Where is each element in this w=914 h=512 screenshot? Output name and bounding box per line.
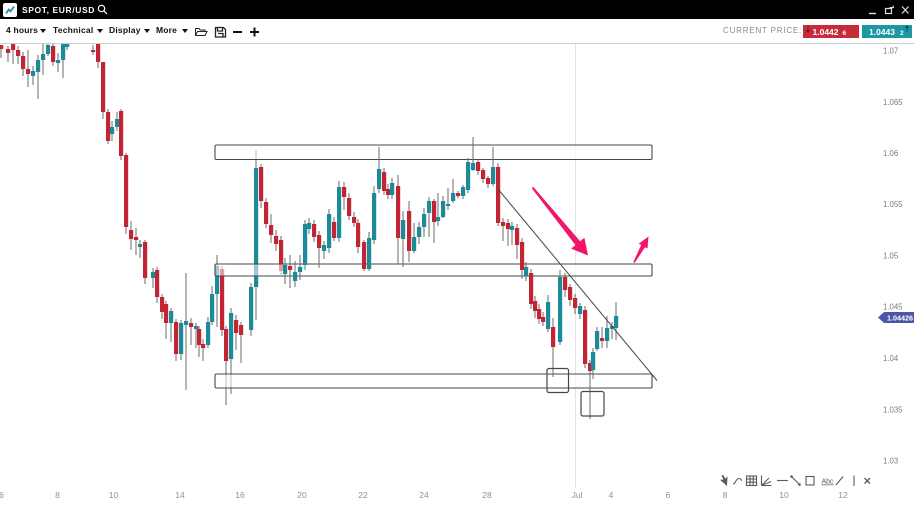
svg-text:4: 4 <box>609 490 614 500</box>
svg-text:12: 12 <box>838 490 848 500</box>
svg-text:Jul: Jul <box>572 490 583 500</box>
svg-text:1.04426: 1.04426 <box>887 314 913 323</box>
svg-text:14: 14 <box>175 490 185 500</box>
svg-text:1.045: 1.045 <box>883 303 903 312</box>
svg-text:8: 8 <box>55 490 60 500</box>
svg-text:1.035: 1.035 <box>883 405 903 414</box>
svg-text:Abc: Abc <box>822 479 835 486</box>
svg-text:10: 10 <box>779 490 789 500</box>
svg-text:6: 6 <box>666 490 671 500</box>
svg-text:6: 6 <box>0 490 4 500</box>
svg-text:1.04: 1.04 <box>883 354 899 363</box>
svg-text:1.06: 1.06 <box>883 149 898 158</box>
svg-text:28: 28 <box>482 490 492 500</box>
svg-text:20: 20 <box>297 490 307 500</box>
svg-text:10: 10 <box>109 490 119 500</box>
svg-text:1.055: 1.055 <box>883 200 903 209</box>
svg-text:8: 8 <box>723 490 728 500</box>
svg-text:1.065: 1.065 <box>883 98 903 107</box>
svg-text:1.05: 1.05 <box>883 252 899 261</box>
svg-text:1.07: 1.07 <box>883 47 898 56</box>
svg-text:16: 16 <box>235 490 245 500</box>
svg-text:22: 22 <box>358 490 368 500</box>
svg-text:24: 24 <box>419 490 429 500</box>
svg-text:1.03: 1.03 <box>883 457 898 466</box>
